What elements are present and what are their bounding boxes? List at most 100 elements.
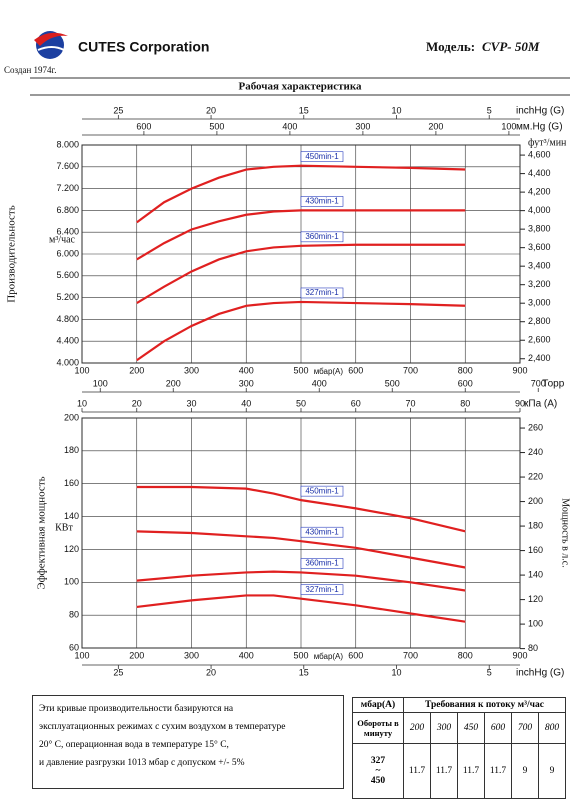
x-tick-label: 700 [403,365,418,375]
note-line: эксплуатационных режимах с сухим воздухо… [39,722,286,732]
x-tick-label: 500 [293,650,308,660]
table-row-label: Обороты в минуту [352,712,404,744]
y2-tick-label: 140 [528,569,543,579]
tick-label: 700 [531,378,546,388]
y-tick-label: 4.400 [56,336,79,346]
x-tick-label: 100 [74,365,89,375]
company: CUTES Corporation [78,39,209,55]
tick-label: 300 [355,121,370,131]
x-tick-label: 900 [512,365,527,375]
founded: Создан 1974г. [4,65,56,75]
tick-label: 10 [77,398,87,408]
model: CVP- 50M [482,39,540,54]
x-tick-label: 600 [348,365,363,375]
tick-label: 30 [186,398,196,408]
y2-tick-label: 80 [528,643,538,653]
table-cell: 9 [511,743,539,799]
curve [136,243,466,304]
tick-label: 25 [113,105,123,115]
curve-label: 430min-1 [305,197,339,206]
table-cell: 11.7 [457,743,485,799]
table-cell: 450 [457,712,485,744]
tick-label: 20 [206,105,216,115]
curve-label: 360min-1 [305,559,339,568]
x-tick-label: 900 [512,650,527,660]
y2-tick-label: 3,800 [528,224,551,234]
tick-label: 300 [239,378,254,388]
tick-label: 10 [391,105,401,115]
curve-label: 450min-1 [305,486,339,495]
y2-tick-label: 3,600 [528,242,551,252]
x-axis-label: мбар(A) [314,367,344,376]
tick-label: 10 [391,667,401,677]
y2-tick-label: 2,400 [528,353,551,363]
tick-label: 80 [460,398,470,408]
table-cell: 700 [511,712,539,744]
y2-tick-label: 120 [528,594,543,604]
x-tick-label: 500 [293,365,308,375]
tick-label: 600 [458,378,473,388]
y-tick-label: 6.800 [56,205,79,215]
y2-tick-label: 260 [528,422,543,432]
y-axis-label: Производительность [6,205,18,303]
table-cell: 11.7 [403,743,431,799]
curve-label-box [300,558,344,569]
curve-label-box [300,526,344,538]
y-tick-label: 7.200 [56,183,79,193]
tick-label: 600 [136,121,151,131]
note-line: 20° C, операционная вода в температуре 1… [39,740,229,750]
y2-tick-label: 100 [528,618,543,628]
tick-label: 500 [209,121,224,131]
y-tick-label: 80 [69,610,79,620]
note-line: Эти кривые производительности базируются… [39,704,234,714]
y-tick-label: 60 [69,642,79,652]
y2-axis-label: фут³/мин [528,137,567,148]
chart-title: Рабочая характеристика [238,81,362,93]
y-tick-label: 5.600 [56,270,79,280]
x-tick-label: 200 [129,650,144,660]
x-tick-label: 400 [239,365,254,375]
flow-table: мбар(A) Требования к потоку м³/час Оборо… [352,697,566,799]
x-tick-label: 600 [348,650,363,660]
y-tick-label: 140 [64,511,79,521]
speed: 327 [370,756,386,766]
y-tick-label: 8.000 [56,139,79,149]
curve-label: 327min-1 [305,288,339,297]
x-tick-label: 800 [458,650,473,660]
y-tick-label: 120 [64,544,79,554]
curve [136,485,466,533]
curve-label-box [300,584,344,596]
y-tick-label: 7.600 [56,161,79,171]
tick-label: 500 [385,378,400,388]
curve [136,300,466,362]
x-tick-label: 100 [74,650,89,660]
tick-label: 25 [113,667,123,677]
speed: 450 [370,776,386,786]
curve [136,209,466,261]
curve-label: 450min-1 [305,152,339,161]
y-tick-label: 5.200 [56,292,79,302]
y-tick-label: 6.400 [56,227,79,237]
table-cell: 11.7 [430,743,458,799]
table-cell: 600 [484,712,512,744]
y-tick-label: 160 [64,478,79,488]
y-tick-label: 180 [64,445,79,455]
tick-label: 60 [351,398,361,408]
x-axis-label: мбар(A) [314,652,344,661]
y2-tick-label: 3,400 [528,261,551,271]
curve-label-box [300,485,344,497]
x-tick-label: 200 [129,365,144,375]
y2-tick-label: 4,000 [528,205,551,215]
logo [34,31,68,59]
y2-tick-label: 160 [528,545,543,555]
axis-label: Торр [542,379,564,390]
y2-tick-label: 4,200 [528,186,551,196]
y2-tick-label: 200 [528,496,543,506]
tick-label: 100 [501,121,516,131]
y2-tick-label: 4,600 [528,149,551,159]
y-tick-label: 4.000 [56,357,79,367]
y2-tick-label: 180 [528,520,543,530]
table-cell: 11.7 [484,743,512,799]
tick-label: 50 [296,398,306,408]
